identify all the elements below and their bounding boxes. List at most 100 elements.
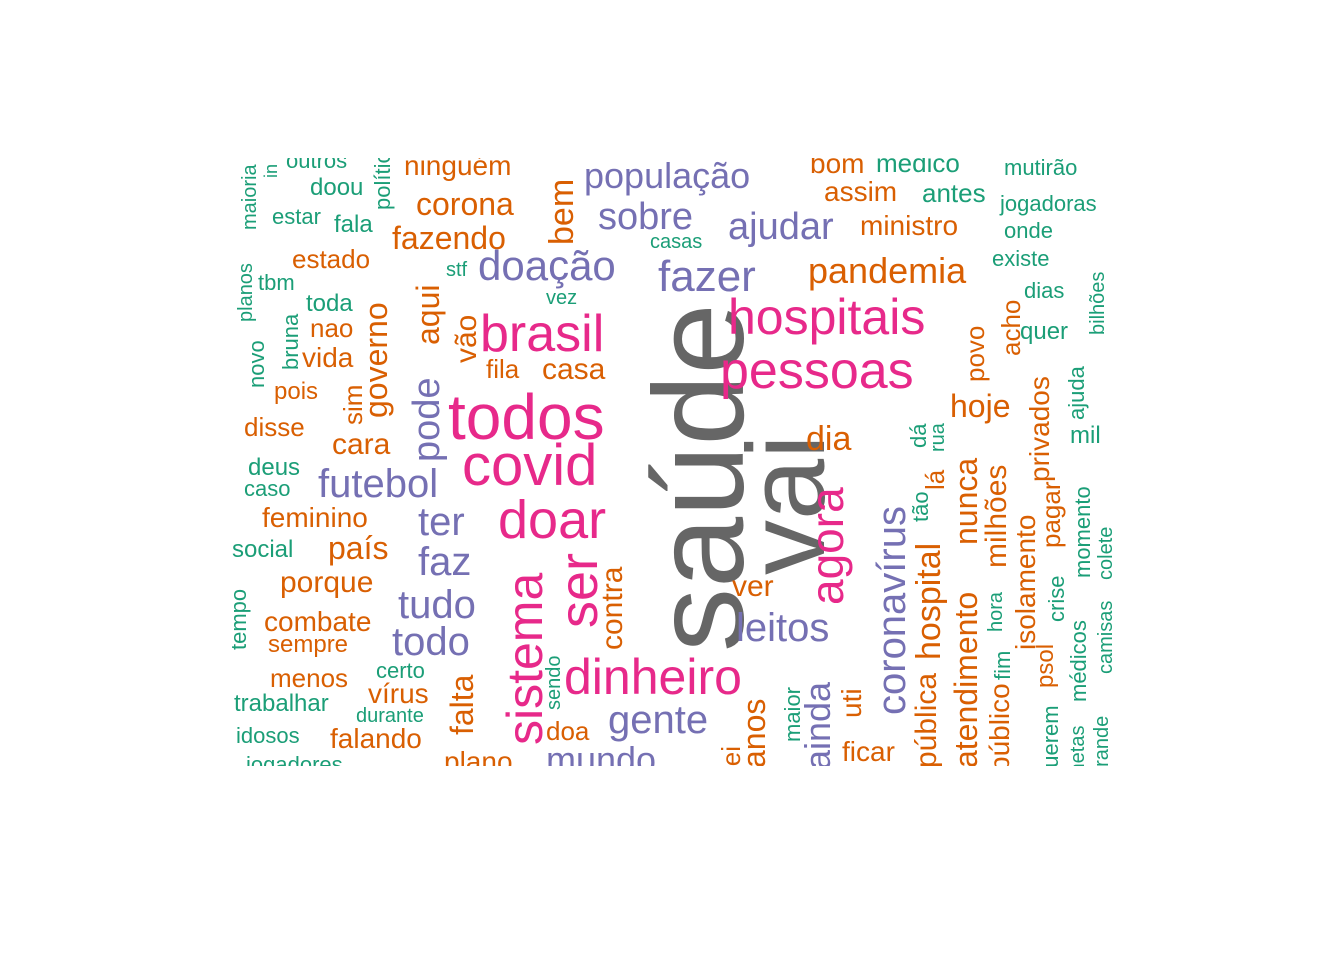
cloud-word: cara (332, 428, 391, 461)
cloud-word: vida (302, 342, 354, 373)
cloud-word: médico (876, 158, 960, 178)
cloud-word: dinheiro (564, 649, 742, 705)
cloud-word: querem (1038, 705, 1063, 766)
cloud-word: trabalhar (234, 690, 329, 717)
cloud-word: stf (446, 259, 468, 281)
cloud-word: dias (1024, 278, 1065, 303)
cloud-word: jogadoras (1000, 191, 1097, 216)
cloud-word: falando (330, 723, 422, 754)
cloud-word: novo (244, 340, 269, 388)
cloud-word: estar (272, 204, 321, 229)
cloud-word: onde (1004, 218, 1053, 243)
cloud-word: social (232, 536, 294, 563)
cloud-word: doar (498, 490, 607, 550)
cloud-word: falta (444, 674, 480, 735)
cloud-word: vão (450, 314, 483, 363)
cloud-word: privados (1024, 376, 1055, 482)
cloud-word: maior (780, 686, 805, 742)
cloud-word: assim (824, 176, 898, 207)
cloud-word: jogadores (246, 752, 343, 767)
cloud-word: leitos (736, 606, 830, 650)
cloud-word: bom (810, 158, 865, 179)
cloud-word: brasil (480, 305, 605, 363)
cloud-word: sendo (543, 655, 565, 711)
cloud-word: sobre (598, 196, 694, 238)
cloud-word: política (370, 158, 395, 210)
cloud-word: doa (546, 716, 590, 746)
cloud-word: hospitais (728, 289, 926, 345)
cloud-word: ajudar (728, 206, 834, 248)
cloud-word: dia (806, 420, 852, 458)
cloud-word: in (261, 163, 281, 178)
cloud-word: metas (1067, 725, 1089, 766)
cloud-word: mil (1070, 422, 1101, 449)
cloud-word: toda (306, 290, 353, 317)
cloud-word: tbm (258, 270, 295, 295)
cloud-word: ficar (842, 736, 895, 766)
cloud-word: ninguém (404, 158, 512, 181)
cloud-word: nunca (948, 457, 984, 545)
cloud-word: hora (985, 591, 1007, 632)
cloud-word: rua (927, 423, 949, 452)
cloud-word: tudo (398, 583, 476, 627)
cloud-word: outros (286, 158, 348, 173)
cloud-word: sim (338, 384, 368, 425)
cloud-word: casa (542, 353, 606, 386)
cloud-word: estado (292, 244, 371, 274)
cloud-word: bem (543, 178, 581, 245)
cloud-word: existe (992, 246, 1050, 271)
cloud-word: disse (244, 412, 305, 442)
cloud-word: deus (248, 454, 301, 481)
cloud-word: caso (244, 476, 291, 501)
cloud-word: pandemia (808, 250, 967, 291)
cloud-word: planos (235, 263, 257, 322)
cloud-word: hoje (950, 388, 1011, 424)
cloud-word: menos (270, 663, 349, 693)
cloud-word: fazer (658, 252, 756, 301)
cloud-word: tempo (232, 588, 251, 650)
cloud-word: mundo (546, 739, 657, 767)
word-cloud: saúde vai todos covid brasil hospitais pessoas… (232, 158, 1114, 766)
cloud-word: ministro (860, 210, 959, 241)
cloud-word: durante (356, 705, 424, 727)
cloud-word: contra (596, 566, 629, 650)
cloud-word: lei (716, 745, 746, 766)
cloud-word: ver (732, 570, 774, 603)
cloud-word: uti (836, 688, 867, 718)
cloud-word: futebol (318, 462, 439, 506)
cloud-word: ainda (797, 681, 838, 766)
cloud-word: público (984, 683, 1015, 766)
cloud-word: fim (990, 650, 1015, 680)
cloud-word: idosos (236, 723, 300, 748)
cloud-word: doou (310, 174, 364, 201)
cloud-word: fila (486, 354, 520, 384)
cloud-word: fazendo (392, 220, 506, 256)
cloud-word: plano (444, 746, 513, 767)
cloud-word: vez (546, 287, 578, 309)
cloud-word: faz (418, 540, 472, 584)
cloud-word: gente (608, 698, 709, 742)
cloud-word: bilhões (1087, 271, 1109, 335)
cloud-word: combate (264, 606, 372, 637)
cloud-word: aqui (410, 284, 446, 346)
cloud-word: pois (274, 378, 319, 405)
cloud-word: camisas (1095, 600, 1114, 674)
cloud-word: povo (960, 325, 990, 382)
cloud-word: agora (801, 487, 853, 605)
cloud-word: pessoas (720, 342, 914, 400)
cloud-word: maioria (239, 164, 261, 230)
cloud-word: ajuda (1064, 366, 1089, 420)
cloud-word: todo (392, 620, 470, 664)
cloud-word: quer (1020, 318, 1069, 345)
cloud-word: população (584, 158, 751, 196)
cloud-word: todos (448, 381, 605, 453)
cloud-word: pode (406, 377, 448, 462)
cloud-word: casas (650, 231, 703, 253)
cloud-word: pagar (1036, 481, 1066, 549)
cloud-word: atendimento (948, 591, 984, 766)
cloud-word: nao (310, 313, 354, 343)
cloud-word: lá (920, 469, 950, 490)
cloud-word: certo (376, 658, 425, 683)
cloud-word: pública (910, 672, 943, 766)
cloud-word: mutirão (1004, 158, 1078, 180)
